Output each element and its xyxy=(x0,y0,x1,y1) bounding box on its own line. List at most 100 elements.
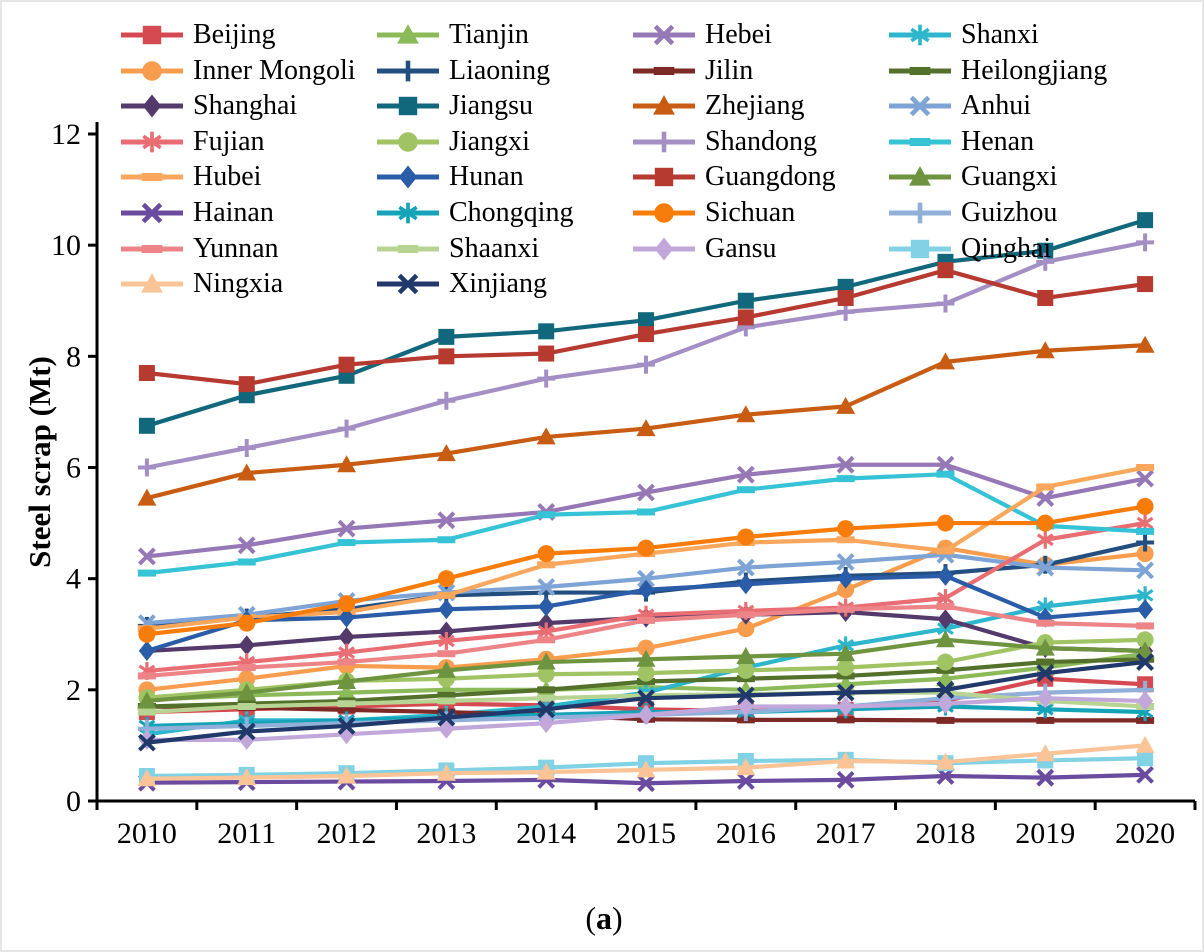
asterisk-legend-glyph xyxy=(377,202,439,224)
series-ningxia xyxy=(137,735,1155,787)
square-legend-glyph xyxy=(633,168,695,187)
triangle-marker xyxy=(237,683,257,701)
diamond-marker xyxy=(138,640,155,661)
dash-marker xyxy=(836,536,855,544)
triangle-marker xyxy=(536,427,556,445)
dash-marker xyxy=(637,508,655,516)
triangle-marker xyxy=(436,444,456,462)
legend-item-tianjin: Tianjin xyxy=(376,19,529,51)
x-marker xyxy=(736,686,755,705)
legend-item-shanghai: Shanghai xyxy=(120,90,297,122)
diamond-legend-glyph xyxy=(121,94,183,118)
dash-marker xyxy=(936,716,955,724)
series-anhui xyxy=(137,545,1155,633)
circle-marker xyxy=(837,520,855,538)
legend-item-beijing: Beijing xyxy=(120,19,275,51)
series-guangdong xyxy=(138,262,1154,393)
x-marker xyxy=(637,774,655,793)
dash-marker xyxy=(437,691,456,699)
triangle-marker xyxy=(1135,735,1155,753)
dash-marker xyxy=(537,636,556,644)
circle-marker xyxy=(837,659,855,677)
triangle-marker xyxy=(935,630,955,648)
legend-label-guangxi: Guangxi xyxy=(961,161,1058,193)
diamond-marker xyxy=(937,693,954,714)
legend-label-zhejiang: Zhejiang xyxy=(705,90,805,122)
legend-item-inner-mongoli: Inner Mongoli xyxy=(120,55,356,87)
circle-marker xyxy=(637,539,655,557)
square-marker xyxy=(138,365,155,382)
legend-label-guangdong: Guangdong xyxy=(705,161,836,193)
diamond-legend-glyph xyxy=(633,237,695,261)
legend-item-qinghai: Qinghai xyxy=(888,233,1051,265)
legend-item-hebei: Hebei xyxy=(632,19,772,51)
x-legend-glyph xyxy=(889,95,951,117)
square-marker xyxy=(638,326,654,343)
x-marker xyxy=(337,717,356,735)
dash-marker xyxy=(537,686,556,694)
circle-legend-glyph xyxy=(633,203,695,223)
x-marker xyxy=(936,680,955,699)
x-marker xyxy=(1136,653,1155,671)
x-marker xyxy=(137,547,156,566)
diamond-marker xyxy=(438,599,455,620)
axes: 0 2 4 6 8 10 12 2010 2011 2012 2013 2014 2015 2016 201… xyxy=(51,118,1197,850)
legend-label-anhui: Anhui xyxy=(961,90,1031,122)
legend-item-shandong: Shandong xyxy=(632,126,817,158)
square-legend-glyph xyxy=(121,25,183,45)
x-marker xyxy=(437,708,456,727)
asterisk-marker xyxy=(437,631,455,650)
plus-marker xyxy=(537,369,556,388)
asterisk-legend-glyph xyxy=(889,24,951,46)
legend-item-yunnan: Yunnan xyxy=(120,233,279,265)
y-tick-label: 12 xyxy=(51,118,81,151)
x-tick-label: 2016 xyxy=(716,817,776,850)
x-legend-glyph xyxy=(121,202,183,224)
legend-label-yunnan: Yunnan xyxy=(193,232,279,264)
dash-marker xyxy=(736,486,755,494)
x-marker xyxy=(736,558,755,577)
legend-label-qinghai: Qinghai xyxy=(961,232,1052,264)
y-tick-label: 6 xyxy=(66,452,81,485)
plus-legend-glyph xyxy=(633,131,695,153)
legend-label-ningxia: Ningxia xyxy=(193,268,284,300)
x-tick-label: 2014 xyxy=(516,817,576,850)
circle-marker xyxy=(737,620,755,638)
plus-marker xyxy=(337,419,356,438)
legend-label-heilongjiang: Heilongjiang xyxy=(961,54,1108,86)
legend-item-gansu: Gansu xyxy=(632,233,777,265)
x-marker xyxy=(637,569,655,588)
plus-marker xyxy=(1136,233,1155,252)
x-tick-label: 2017 xyxy=(816,817,876,850)
series-hunan xyxy=(138,565,1154,661)
triangle-marker xyxy=(836,396,856,414)
dash-marker xyxy=(1136,464,1155,471)
legend-label-shaanxi: Shaanxi xyxy=(449,232,540,264)
series-guangxi xyxy=(137,630,1155,709)
triangle-marker xyxy=(237,768,257,786)
triangle-marker xyxy=(137,488,157,506)
x-marker xyxy=(836,455,855,474)
dash-marker xyxy=(936,470,955,478)
steel-scrap-line-chart: 0 2 4 6 8 10 12 2010 2011 2012 2013 2014 2015 2016 201… xyxy=(51,118,1197,850)
x-marker xyxy=(537,700,556,719)
series-henan xyxy=(137,470,1155,577)
legend-label-hainan: Hainan xyxy=(193,197,274,228)
circle-marker xyxy=(936,653,954,671)
legend-item-zhejiang: Zhejiang xyxy=(632,90,805,122)
dash-marker xyxy=(537,694,556,702)
legend-item-henan: Henan xyxy=(888,126,1034,158)
legend-item-guangxi: Guangxi xyxy=(888,161,1057,193)
circle-marker xyxy=(1136,545,1154,563)
plus-marker xyxy=(237,439,256,458)
x-marker xyxy=(1136,765,1155,784)
figure-caption: (a) xyxy=(2,900,1202,937)
dash-legend-glyph xyxy=(121,244,183,253)
x-marker xyxy=(836,553,855,571)
x-marker xyxy=(1136,469,1155,488)
legend-item-fujian: Fujian xyxy=(120,126,265,158)
circle-marker xyxy=(637,664,655,682)
circle-marker xyxy=(737,661,755,679)
triangle-marker xyxy=(137,691,157,709)
